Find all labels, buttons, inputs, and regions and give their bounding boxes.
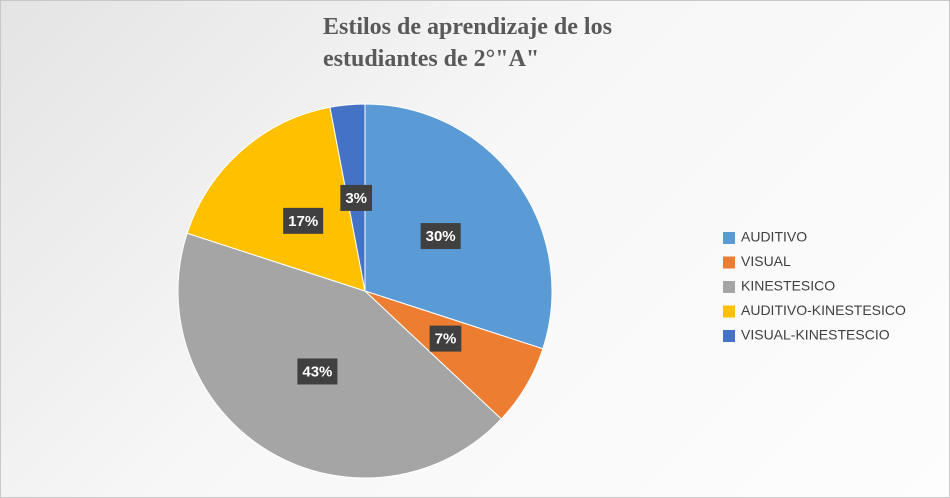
legend-swatch bbox=[723, 232, 735, 244]
data-label-bg bbox=[297, 358, 338, 385]
legend-label: KINESTESICO bbox=[741, 278, 835, 294]
data-label-bg bbox=[340, 184, 373, 211]
data-label: 43% bbox=[302, 363, 332, 380]
legend-label: VISUAL bbox=[741, 253, 791, 269]
legend-label: VISUAL-KINESTESCIO bbox=[741, 327, 890, 343]
data-label: 7% bbox=[435, 331, 457, 348]
legend-label: AUDITIVO bbox=[741, 229, 807, 245]
data-label: 3% bbox=[345, 190, 367, 207]
legend-swatch bbox=[723, 305, 735, 318]
legend-swatch bbox=[723, 256, 735, 269]
data-label-bg bbox=[429, 325, 462, 352]
legend-swatch bbox=[723, 330, 735, 342]
data-label: 30% bbox=[426, 228, 456, 245]
legend-swatch bbox=[723, 281, 735, 293]
pie-slice bbox=[186, 106, 366, 292]
chart-title: Estilos de aprendizaje de los estudiante… bbox=[323, 14, 612, 72]
data-label-bg bbox=[283, 207, 324, 234]
legend-label: AUDITIVO-KINESTESICO bbox=[741, 302, 906, 318]
data-label-bg bbox=[420, 223, 461, 250]
data-label: 17% bbox=[288, 213, 318, 230]
pie-slice bbox=[177, 232, 503, 479]
